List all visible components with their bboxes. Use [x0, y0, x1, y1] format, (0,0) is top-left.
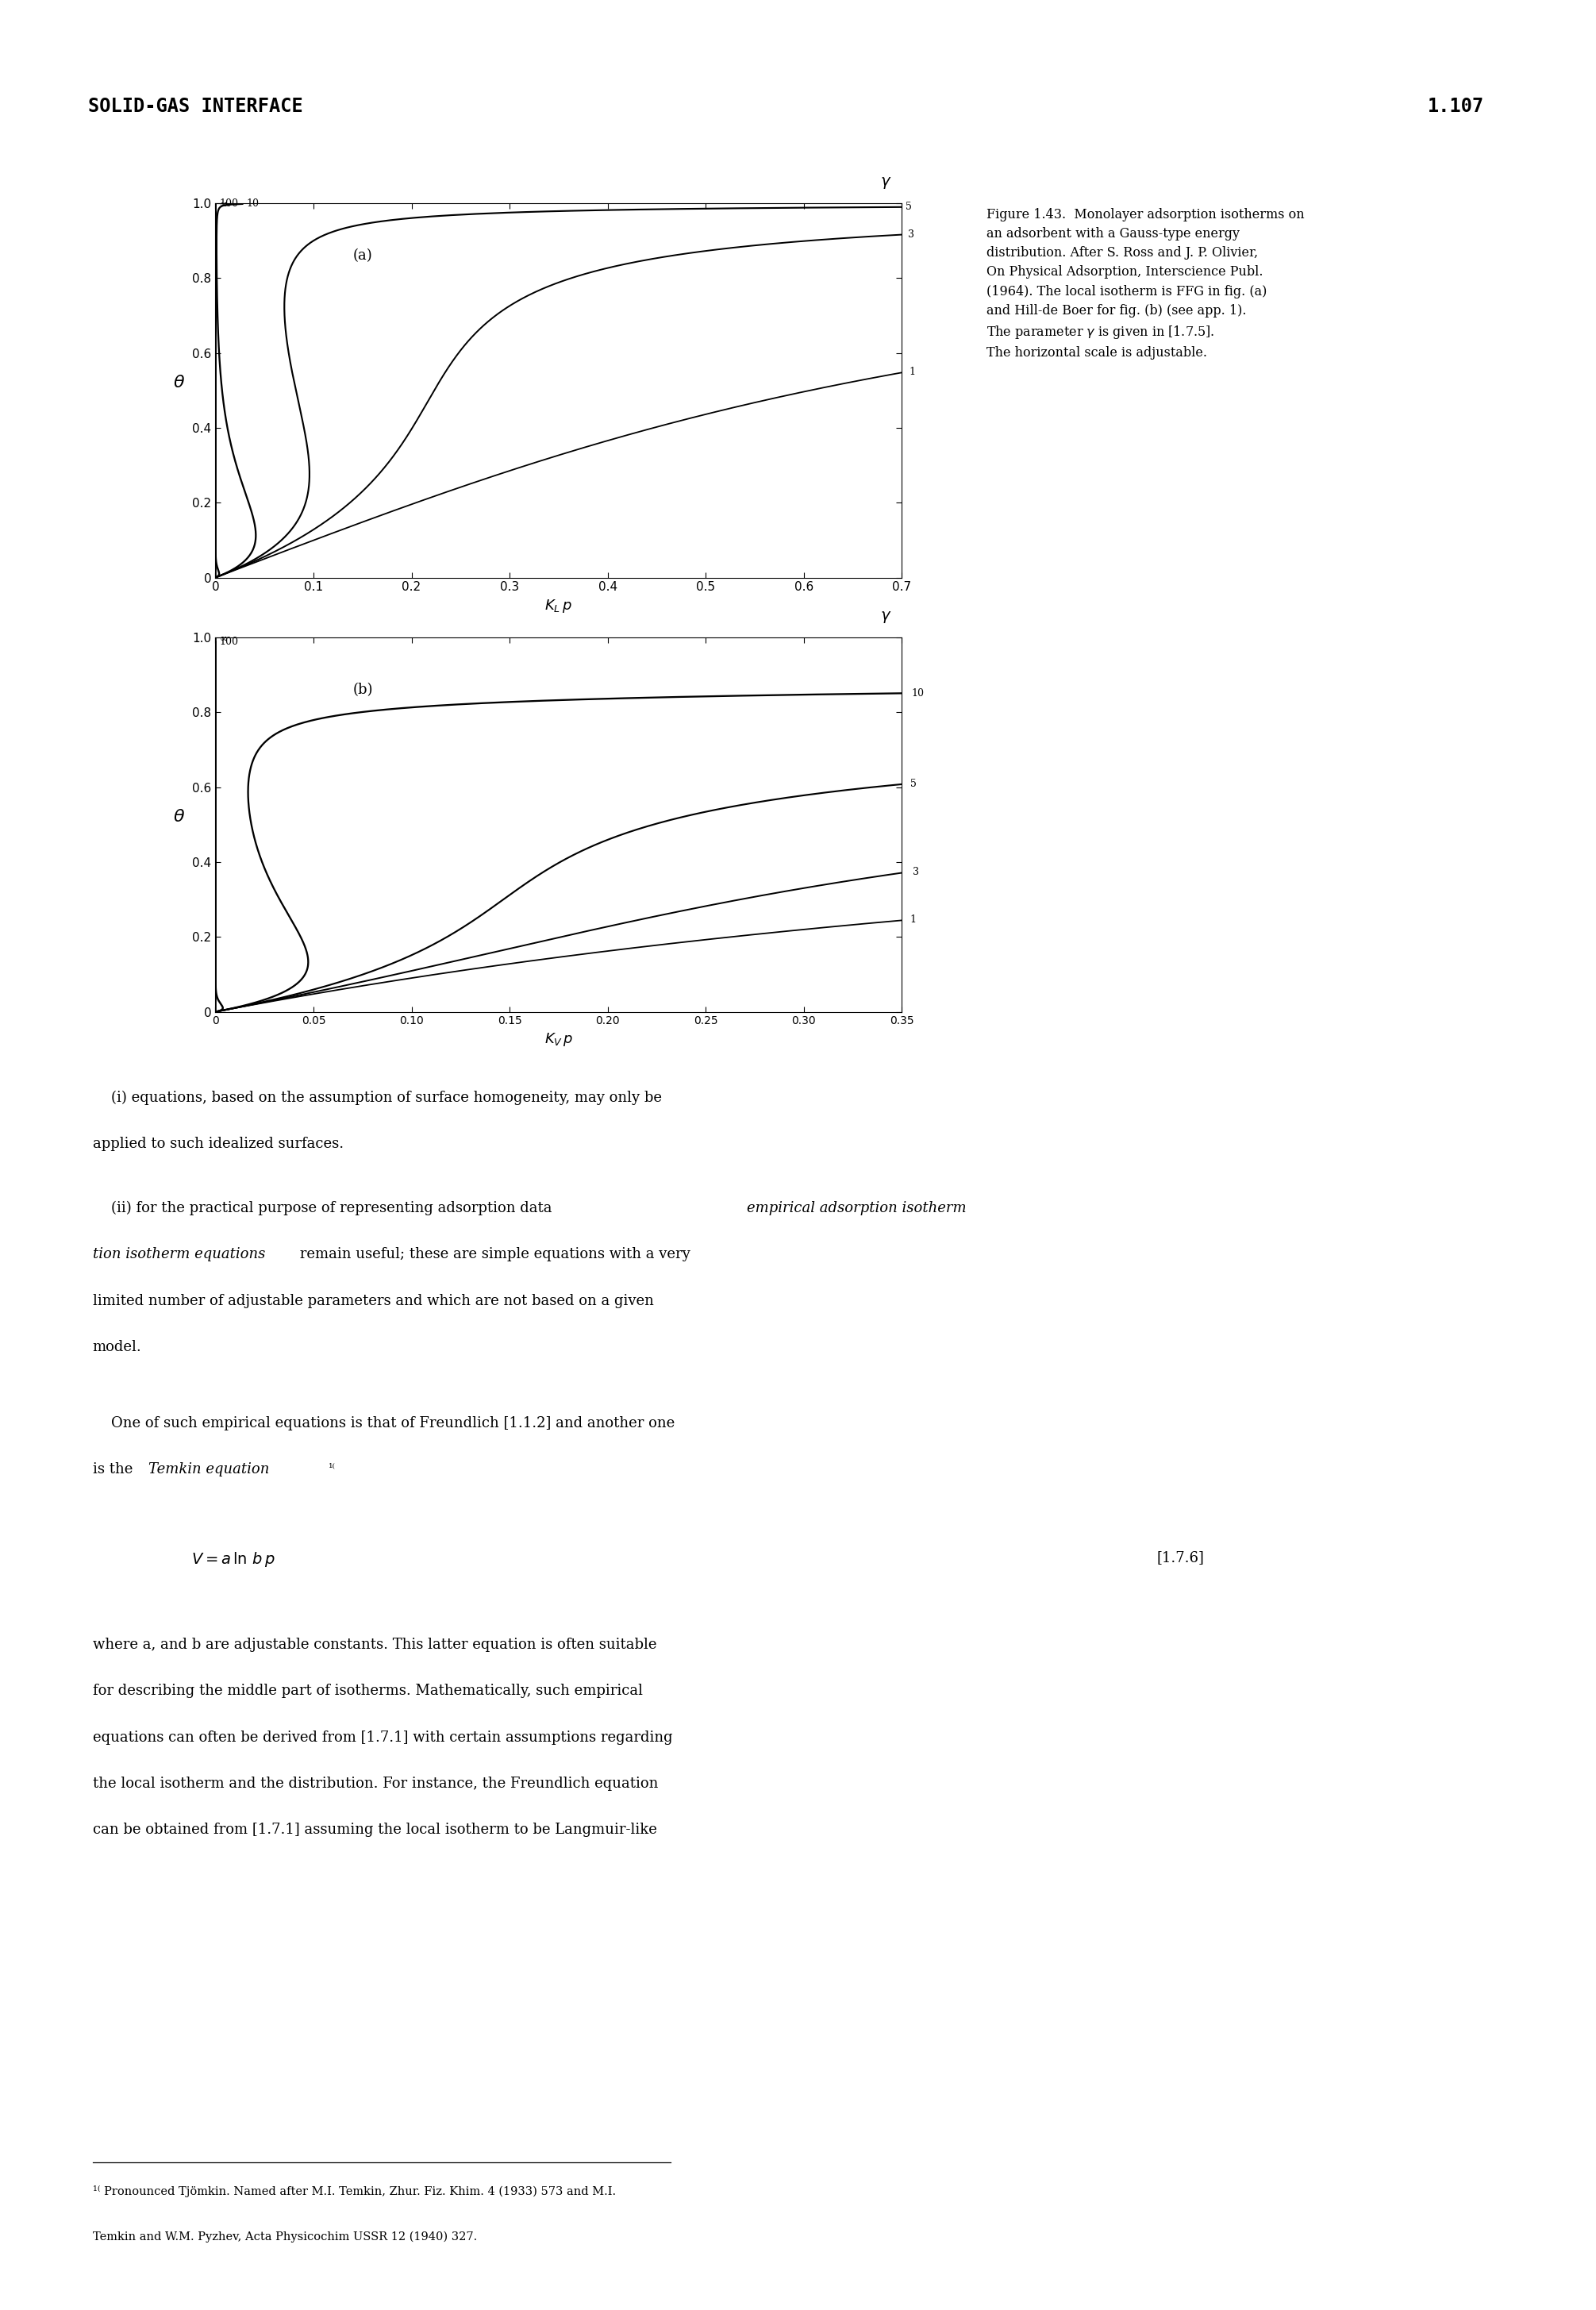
Text: empirical adsorption isotherm: empirical adsorption isotherm — [747, 1201, 967, 1215]
Text: 5: 5 — [911, 778, 916, 790]
Text: 10: 10 — [246, 199, 259, 210]
Text: 1: 1 — [910, 915, 916, 924]
Text: applied to such idealized surfaces.: applied to such idealized surfaces. — [93, 1137, 343, 1150]
Text: (a): (a) — [353, 247, 372, 263]
Text: limited number of adjustable parameters and which are not based on a given: limited number of adjustable parameters … — [93, 1294, 654, 1307]
Text: ¹⁽: ¹⁽ — [329, 1462, 335, 1474]
Text: (b): (b) — [353, 681, 373, 698]
Text: 100: 100 — [219, 199, 238, 208]
Text: $\gamma$: $\gamma$ — [879, 610, 892, 624]
Text: ¹⁽ Pronounced Tjömkin. Named after M.I. Temkin, Zhur. Fiz. Khim. 4 (1933) 573 an: ¹⁽ Pronounced Tjömkin. Named after M.I. … — [93, 2185, 616, 2197]
Text: Temkin equation: Temkin equation — [148, 1462, 270, 1476]
Text: One of such empirical equations is that of Freundlich [1.1.2] and another one: One of such empirical equations is that … — [93, 1416, 675, 1430]
Text: SOLID-GAS INTERFACE: SOLID-GAS INTERFACE — [88, 97, 303, 116]
X-axis label: $K_V\, p$: $K_V\, p$ — [544, 1030, 573, 1049]
Text: where a, and b are adjustable constants. This latter equation is often suitable: where a, and b are adjustable constants.… — [93, 1638, 656, 1652]
Text: Temkin and W.M. Pyzhev, Acta Physicochim USSR 12 (1940) 327.: Temkin and W.M. Pyzhev, Acta Physicochim… — [93, 2231, 477, 2243]
Text: (i) equations, based on the assumption of surface homogeneity, may only be: (i) equations, based on the assumption o… — [93, 1090, 662, 1104]
Text: 100: 100 — [219, 638, 238, 647]
Text: ∞: ∞ — [219, 199, 228, 208]
Y-axis label: $\theta$: $\theta$ — [172, 374, 185, 390]
Text: equations can often be derived from [1.7.1] with certain assumptions regarding: equations can often be derived from [1.7… — [93, 1730, 672, 1744]
Text: model.: model. — [93, 1340, 142, 1354]
Text: 1: 1 — [910, 367, 916, 377]
Text: 3: 3 — [908, 229, 915, 240]
Text: remain useful; these are simple equations with a very: remain useful; these are simple equation… — [295, 1247, 691, 1261]
Text: for describing the middle part of isotherms. Mathematically, such empirical: for describing the middle part of isothe… — [93, 1684, 643, 1698]
Text: 5: 5 — [905, 201, 911, 213]
Text: $\gamma$: $\gamma$ — [879, 176, 892, 189]
Text: can be obtained from [1.7.1] assuming the local isotherm to be Langmuir-like: can be obtained from [1.7.1] assuming th… — [93, 1823, 656, 1836]
Text: the local isotherm and the distribution. For instance, the Freundlich equation: the local isotherm and the distribution.… — [93, 1776, 658, 1790]
Text: ∞: ∞ — [219, 633, 228, 642]
Text: (ii) for the practical purpose of representing adsorption data: (ii) for the practical purpose of repres… — [93, 1201, 557, 1215]
Text: 1.107: 1.107 — [1428, 97, 1484, 116]
Text: is the: is the — [93, 1462, 137, 1476]
Y-axis label: $\theta$: $\theta$ — [172, 808, 185, 825]
X-axis label: $K_L\, p$: $K_L\, p$ — [544, 598, 573, 614]
Text: Figure 1.43.  Monolayer adsorption isotherms on
an adsorbent with a Gauss-type e: Figure 1.43. Monolayer adsorption isothe… — [986, 208, 1304, 360]
Text: 10: 10 — [911, 688, 924, 698]
Text: [1.7.6]: [1.7.6] — [1157, 1550, 1205, 1564]
Text: tion isotherm equations: tion isotherm equations — [93, 1247, 265, 1261]
Text: 3: 3 — [913, 866, 919, 878]
Text: $V = a\,\ln\,b\,p$: $V = a\,\ln\,b\,p$ — [192, 1550, 275, 1568]
